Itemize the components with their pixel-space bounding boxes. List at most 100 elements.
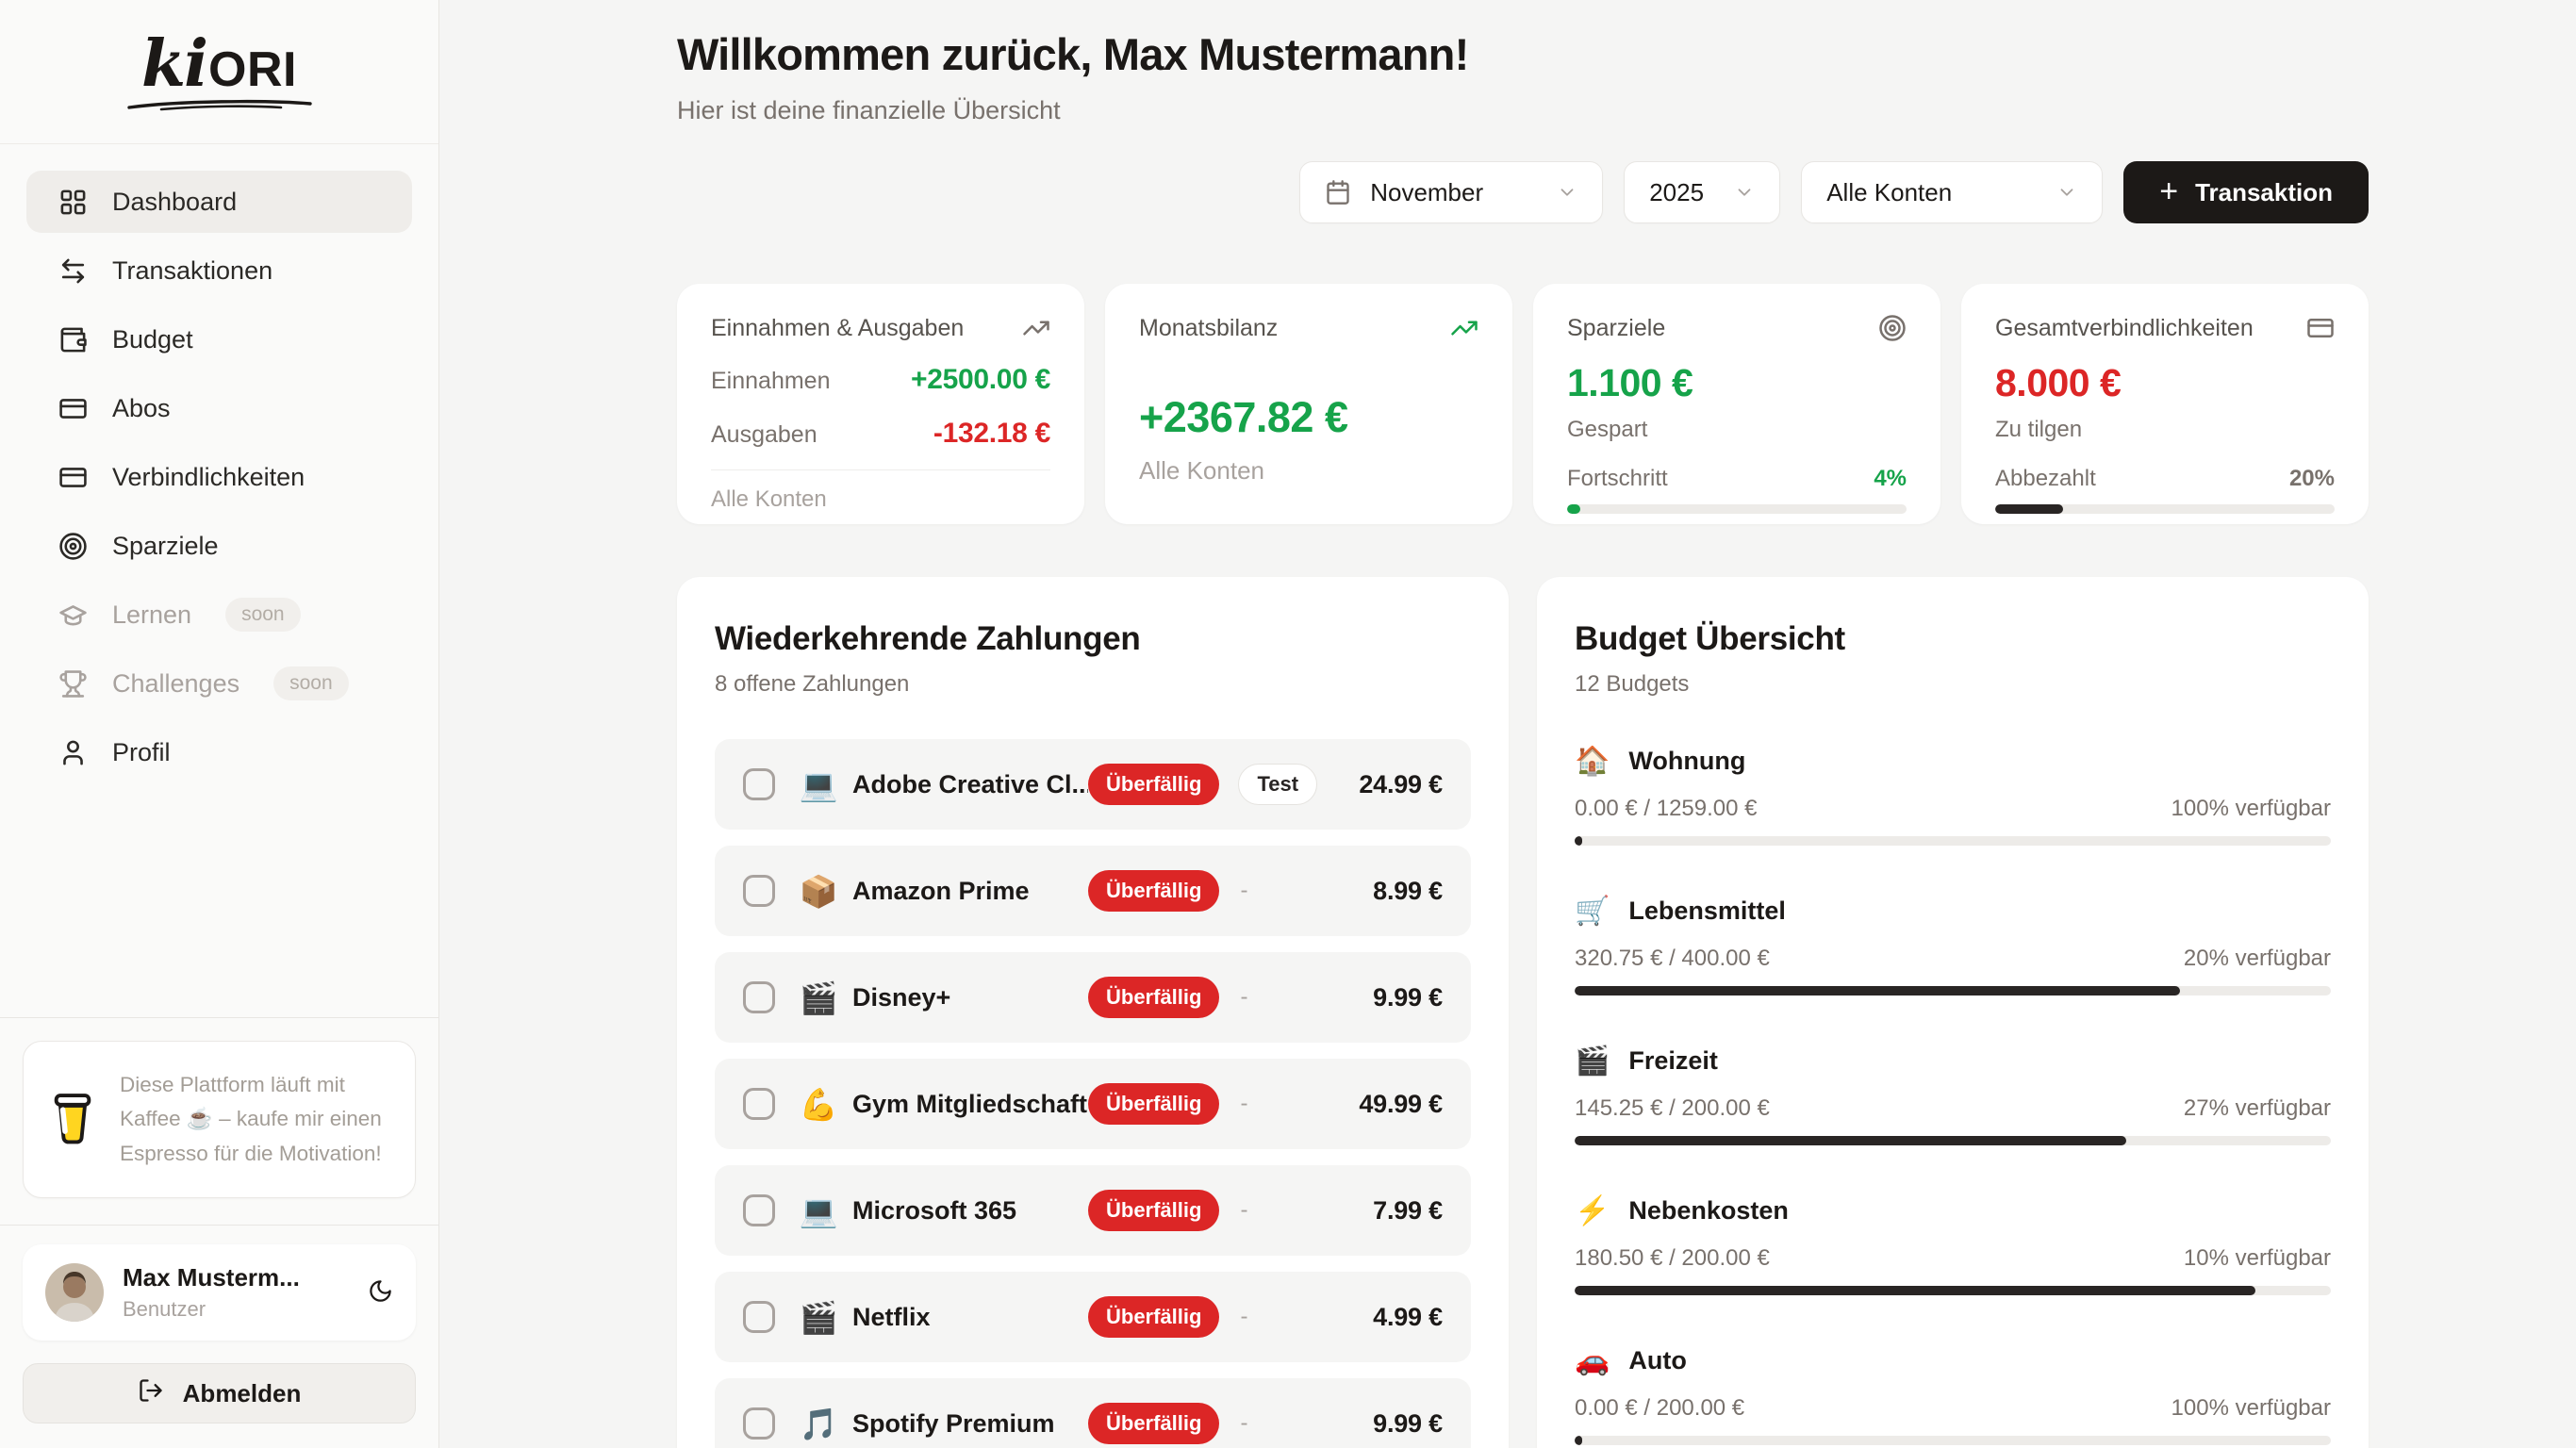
main-content: Willkommen zurück, Max Mustermann! Hier … — [439, 0, 2576, 1448]
sidebar-item-label: Verbindlichkeiten — [112, 462, 305, 491]
savings-goals-card: Sparziele 1.100 € Gespart Fortschritt 4% — [1533, 284, 1940, 524]
budget-name: Freizeit — [1628, 1046, 1718, 1075]
payment-row[interactable]: 💻 Adobe Creative Cl... Überfällig Test 2… — [715, 739, 1471, 830]
dark-mode-toggle[interactable] — [368, 1278, 393, 1307]
credit-card-icon — [2306, 314, 2335, 342]
payment-checkbox[interactable] — [743, 875, 775, 907]
payment-checkbox[interactable] — [743, 1407, 775, 1440]
sidebar: ki ORI Dashboard Transaktionen — [0, 0, 439, 1448]
income-expense-card: Einnahmen & Ausgaben Einnahmen +2500.00 … — [677, 284, 1084, 524]
savings-value: 1.100 € — [1567, 361, 1693, 404]
month-balance-card: Monatsbilanz +2367.82 € Alle Konten — [1105, 284, 1512, 524]
user-card[interactable]: Max Musterm... Benutzer — [23, 1244, 416, 1341]
sidebar-item-abos[interactable]: Abos — [26, 377, 412, 439]
payment-dash: - — [1240, 1091, 1248, 1116]
sidebar-item-challenges: Challenges soon — [26, 652, 412, 715]
payment-dash: - — [1240, 1197, 1248, 1223]
budget-progress-fill — [1575, 1436, 1583, 1445]
overdue-badge: Überfällig — [1088, 1403, 1220, 1444]
payment-checkbox[interactable] — [743, 1088, 775, 1120]
budget-progress-bar — [1575, 1436, 2331, 1445]
sidebar-item-sparziele[interactable]: Sparziele — [26, 515, 412, 577]
sidebar-item-dashboard[interactable]: Dashboard — [26, 171, 412, 233]
payment-checkbox[interactable] — [743, 1301, 775, 1333]
payment-dash: - — [1240, 984, 1248, 1010]
payment-row[interactable]: 🎬 Disney+ Überfällig - 9.99 € — [715, 952, 1471, 1043]
user-name: Max Musterm... — [123, 1263, 300, 1292]
payment-checkbox[interactable] — [743, 1194, 775, 1226]
filters-bar: November 2025 Alle Konten + Tr — [677, 161, 2369, 223]
trending-up-icon — [1022, 314, 1050, 342]
moon-icon — [368, 1278, 393, 1307]
soon-badge: soon — [273, 666, 349, 700]
budget-item[interactable]: 🛒 Lebensmittel 320.75 € / 400.00 € 20% v… — [1575, 897, 2331, 996]
sidebar-item-verbindlichkeiten[interactable]: Verbindlichkeiten — [26, 446, 412, 508]
page-title: Willkommen zurück, Max Mustermann! — [677, 29, 1469, 79]
sidebar-item-budget[interactable]: Budget — [26, 308, 412, 370]
budget-emoji-icon: ⚡ — [1575, 1194, 1610, 1226]
sidebar-item-label: Profil — [112, 737, 171, 766]
logo-caps-part: ORI — [208, 41, 297, 97]
budget-progress-fill — [1575, 836, 1583, 846]
payment-emoji-icon: 🎬 — [799, 979, 838, 1015]
coffee-note-card[interactable]: Diese Plattform läuft mit Kaffee ☕ – kau… — [23, 1040, 416, 1198]
dashboard-grid-icon — [58, 188, 88, 217]
budget-available: 100% verfügbar — [2171, 796, 2331, 821]
liabilities-value: 8.000 € — [1995, 361, 2122, 404]
coffee-note-text: Diese Plattform läuft mit Kaffee ☕ – kau… — [120, 1072, 382, 1165]
payment-checkbox[interactable] — [743, 768, 775, 800]
budget-item[interactable]: 🚗 Auto 0.00 € / 200.00 € 100% verfügbar — [1575, 1346, 2331, 1445]
savings-progress-bar — [1567, 504, 1907, 514]
overdue-badge: Überfällig — [1088, 764, 1220, 805]
chevron-down-icon — [1557, 182, 1577, 203]
payment-dash: - — [1240, 1304, 1248, 1329]
target-icon — [58, 532, 88, 561]
wallet-icon — [58, 325, 88, 354]
budget-item[interactable]: 🎬 Freizeit 145.25 € / 200.00 € 27% verfü… — [1575, 1046, 2331, 1145]
year-select[interactable]: 2025 — [1624, 161, 1781, 223]
user-section: Max Musterm... Benutzer Abmelden — [0, 1225, 438, 1448]
logout-button[interactable]: Abmelden — [23, 1363, 416, 1423]
sidebar-item-profil[interactable]: Profil — [26, 721, 412, 783]
payment-tag: Test — [1238, 764, 1318, 805]
overdue-badge: Überfällig — [1088, 1190, 1220, 1231]
payment-row[interactable]: 📦 Amazon Prime Überfällig - 8.99 € — [715, 846, 1471, 936]
liabilities-progress-fill — [1995, 504, 2063, 514]
trophy-icon — [58, 669, 88, 699]
payment-row[interactable]: 🎬 Netflix Überfällig - 4.99 € — [715, 1272, 1471, 1362]
month-select[interactable]: November — [1299, 161, 1604, 223]
coffee-section: Diese Plattform läuft mit Kaffee ☕ – kau… — [0, 1016, 438, 1225]
logo-underline-swoosh — [126, 99, 312, 110]
payment-name: Amazon Prime — [852, 876, 1030, 905]
expense-label: Ausgaben — [711, 421, 817, 448]
payments-list: 💻 Adobe Creative Cl... Überfällig Test 2… — [715, 739, 1471, 1448]
sidebar-item-label: Challenges — [112, 668, 240, 698]
budget-name: Lebensmittel — [1628, 897, 1786, 925]
add-transaction-button[interactable]: + Transaktion — [2123, 161, 2369, 223]
overdue-badge: Überfällig — [1088, 1083, 1220, 1125]
sidebar-item-transaktionen[interactable]: Transaktionen — [26, 239, 412, 302]
swap-arrows-icon — [58, 256, 88, 286]
payment-row[interactable]: 🎵 Spotify Premium Überfällig - 9.99 € — [715, 1378, 1471, 1448]
payment-amount: 9.99 € — [1373, 982, 1443, 1012]
panel-subtitle: 8 offene Zahlungen — [715, 671, 910, 697]
soon-badge: soon — [225, 598, 301, 632]
budget-item[interactable]: ⚡ Nebenkosten 180.50 € / 200.00 € 10% ve… — [1575, 1196, 2331, 1295]
budget-available: 20% verfügbar — [2183, 946, 2331, 971]
year-select-value: 2025 — [1649, 177, 1705, 206]
liabilities-progress-bar — [1995, 504, 2335, 514]
payment-row[interactable]: 💻 Microsoft 365 Überfällig - 7.99 € — [715, 1165, 1471, 1256]
account-select[interactable]: Alle Konten — [1801, 161, 2104, 223]
bottom-panels: Wiederkehrende Zahlungen 8 offene Zahlun… — [677, 577, 2369, 1448]
payment-name: Adobe Creative Cl... — [852, 769, 1088, 798]
payment-row[interactable]: 💪 Gym Mitgliedschaft Überfällig - 49.99 … — [715, 1059, 1471, 1149]
budget-emoji-icon: 🛒 — [1575, 895, 1610, 927]
payment-checkbox[interactable] — [743, 981, 775, 1013]
divider — [711, 469, 1050, 470]
budget-item[interactable]: 🏠 Wohnung 0.00 € / 1259.00 € 100% verfüg… — [1575, 747, 2331, 846]
budget-progress-bar — [1575, 986, 2331, 996]
credit-card-icon — [58, 463, 88, 492]
logout-label: Abmelden — [182, 1378, 302, 1407]
user-role: Benutzer — [123, 1297, 206, 1321]
